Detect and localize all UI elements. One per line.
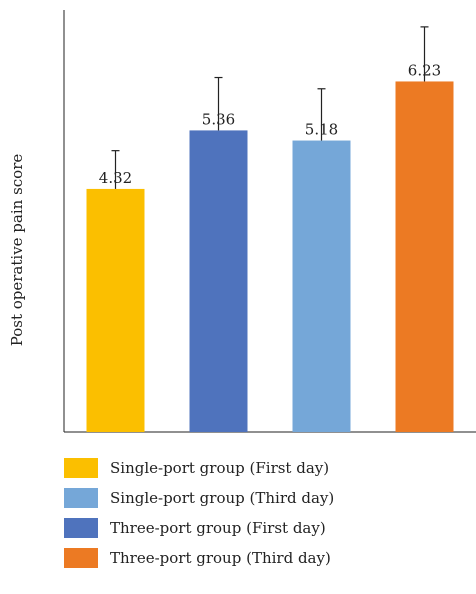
legend-swatch xyxy=(64,488,98,508)
bar-chart: Post operative pain score 4.32 5.36 5.18 6.… xyxy=(8,10,476,433)
bar xyxy=(86,188,145,432)
legend-label: Three-port group (Third day) xyxy=(110,549,331,567)
legend-swatch xyxy=(64,548,98,568)
value-label: 6.23 xyxy=(408,61,441,79)
legend-item: Three-port group (First day) xyxy=(64,518,334,538)
legend-item: Single-port group (Third day) xyxy=(64,488,334,508)
value-label: 5.36 xyxy=(202,110,235,128)
legend: Single-port group (First day) Single-por… xyxy=(64,458,334,578)
legend-label: Single-port group (First day) xyxy=(110,459,330,477)
y-axis-label: Post operative pain score xyxy=(8,154,26,347)
legend-item: Single-port group (First day) xyxy=(64,458,334,478)
bar xyxy=(292,140,351,432)
legend-swatch xyxy=(64,518,98,538)
bar xyxy=(189,130,248,433)
legend-item: Three-port group (Third day) xyxy=(64,548,334,568)
legend-swatch xyxy=(64,458,98,478)
bar xyxy=(395,81,454,432)
legend-label: Single-port group (Third day) xyxy=(110,489,335,507)
value-label: 4.32 xyxy=(99,169,132,187)
legend-label: Three-port group (First day) xyxy=(110,519,326,537)
value-label: 5.18 xyxy=(305,121,338,139)
